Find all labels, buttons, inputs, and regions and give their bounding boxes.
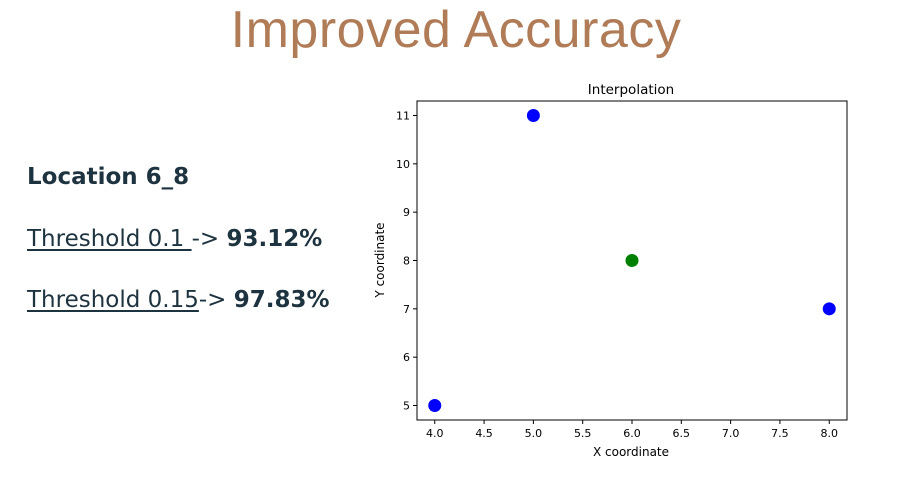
x-axis-label: X coordinate [593,445,669,459]
x-tick-label: 5.0 [525,427,543,440]
scatter-point [526,109,540,122]
threshold-line-2: Threshold 0.15-> 97.83% [27,283,330,317]
threshold-line-1: Threshold 0.1 -> 93.12% [27,222,322,256]
x-tick-label: 7.5 [771,427,789,440]
x-tick-label: 4.5 [475,427,493,440]
y-axis-ticks: 5 6 7 8 9 10 11 [396,110,417,413]
y-tick-label: 11 [396,110,410,123]
slide-title: Improved Accuracy [230,1,682,59]
x-tick-label: 4.0 [426,427,444,440]
chart-title: Interpolation [588,82,674,98]
threshold-accuracy-1: 93.12% [226,226,323,252]
y-tick-label: 9 [403,206,410,219]
results-panel: Location 6_8 Threshold 0.1 -> 93.12% Thr… [27,160,330,313]
y-tick-label: 5 [403,400,410,413]
y-tick-label: 6 [403,351,410,364]
scatter-point [822,302,836,316]
threshold-accuracy-2: 97.83% [233,287,330,313]
data-points [428,109,836,412]
y-axis-label: Y coordinate [373,222,387,298]
scatter-point [428,399,442,412]
interpolation-chart: Interpolation 4.0 4.5 5.0 5.5 6.0 6.5 7.0 7.5 8.… [373,82,848,459]
y-tick-label: 7 [403,303,410,316]
location-label: Location 6_8 [27,164,190,190]
x-tick-label: 6.0 [623,427,641,440]
threshold-label-2: Threshold 0.15 [27,287,199,313]
x-tick-label: 7.0 [722,427,740,440]
threshold-arrow-2: -> [198,287,234,313]
x-axis-ticks: 4.0 4.5 5.0 5.5 6.0 6.5 7.0 7.5 8.0 [426,420,838,440]
x-tick-label: 5.5 [574,427,592,440]
y-tick-label: 8 [403,255,410,268]
threshold-label-1: Threshold 0.1 [27,226,192,252]
y-tick-label: 10 [396,158,410,171]
threshold-arrow-1: -> [191,226,227,252]
scatter-point [625,254,639,267]
x-tick-label: 6.5 [673,427,691,440]
x-tick-label: 8.0 [820,427,838,440]
